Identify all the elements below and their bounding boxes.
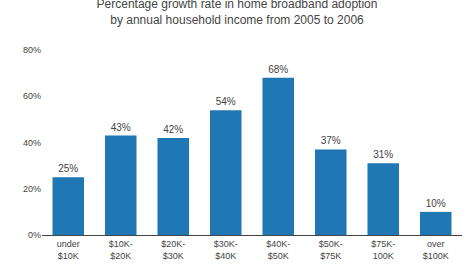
svg-text:over$100K: over$100K — [423, 239, 449, 261]
svg-text:10%: 10% — [426, 198, 446, 209]
svg-text:42%: 42% — [163, 124, 183, 135]
svg-text:under$10K: under$10K — [57, 239, 80, 261]
svg-text:60%: 60% — [23, 91, 41, 101]
svg-text:68%: 68% — [268, 64, 288, 75]
svg-text:$50K-$75K: $50K-$75K — [319, 239, 343, 261]
svg-text:54%: 54% — [216, 96, 236, 107]
svg-text:43%: 43% — [111, 122, 131, 133]
svg-text:31%: 31% — [373, 149, 393, 160]
svg-text:20%: 20% — [23, 184, 41, 194]
svg-text:37%: 37% — [321, 135, 341, 146]
svg-text:$20K-$30K: $20K-$30K — [161, 239, 185, 261]
svg-text:40%: 40% — [23, 138, 41, 148]
svg-text:80%: 80% — [23, 45, 41, 55]
svg-text:$75K-100K: $75K-100K — [371, 239, 395, 261]
svg-text:25%: 25% — [58, 163, 78, 174]
svg-text:$30K-$40K: $30K-$40K — [214, 239, 238, 261]
svg-text:$10K-$20K: $10K-$20K — [109, 239, 133, 261]
svg-text:0%: 0% — [28, 230, 41, 240]
svg-text:Percentage growth rate in home: Percentage growth rate in home broadband… — [97, 0, 378, 27]
svg-text:$40K-$50K: $40K-$50K — [266, 239, 290, 261]
